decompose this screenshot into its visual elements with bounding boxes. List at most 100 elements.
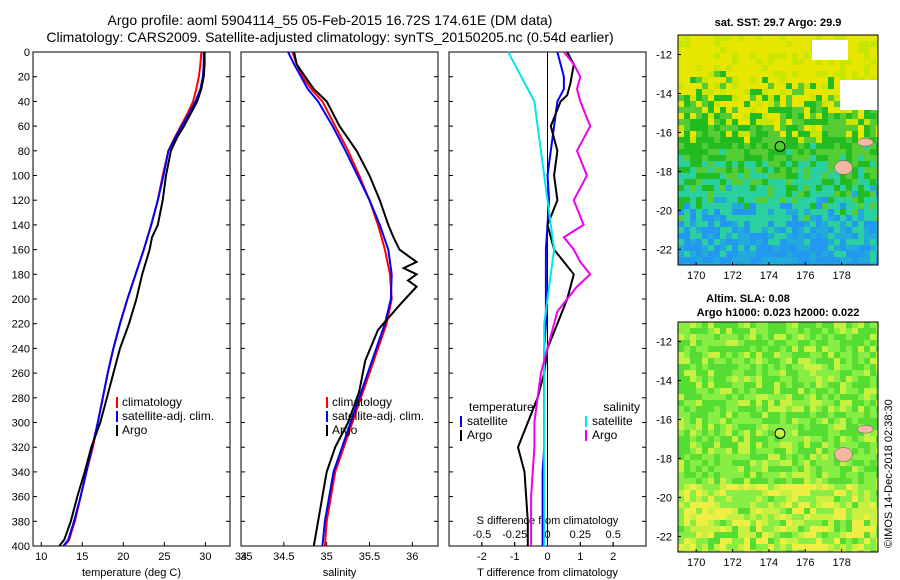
map-cell xyxy=(786,89,792,95)
map-cell xyxy=(744,454,750,460)
map-cell xyxy=(744,245,750,251)
map-cell xyxy=(846,430,852,436)
map-cell xyxy=(762,346,768,352)
map-cell xyxy=(738,47,744,53)
map-cell xyxy=(798,394,804,400)
map-cell xyxy=(702,227,708,233)
map-cell xyxy=(762,83,768,89)
map-cell xyxy=(768,472,774,478)
map-cell xyxy=(840,376,846,382)
x2-tick-label: 0.25 xyxy=(570,529,591,541)
map-cell xyxy=(870,406,876,412)
map-cell xyxy=(744,89,750,95)
map-cell xyxy=(804,484,810,490)
map-cell xyxy=(816,179,822,185)
map-cell xyxy=(828,340,834,346)
map-cell xyxy=(696,221,702,227)
map-cell xyxy=(846,221,852,227)
map-cell xyxy=(708,47,714,53)
map-cell xyxy=(714,400,720,406)
map-cell xyxy=(678,125,684,131)
map-cell xyxy=(822,221,828,227)
map-cell xyxy=(792,227,798,233)
map-cell xyxy=(816,65,822,71)
map-cell xyxy=(816,245,822,251)
map-cell xyxy=(786,191,792,197)
map-cell xyxy=(780,59,786,65)
map-cell xyxy=(708,251,714,257)
map-cell xyxy=(738,550,744,552)
map-cell xyxy=(696,113,702,119)
map-cell xyxy=(762,322,768,328)
map-cell xyxy=(750,472,756,478)
map-cell xyxy=(870,197,876,203)
map-cell xyxy=(750,191,756,197)
map-cell xyxy=(726,173,732,179)
map-cell xyxy=(828,358,834,364)
map-cell xyxy=(702,412,708,418)
map-cell xyxy=(786,322,792,328)
map-cell xyxy=(732,149,738,155)
map-cell xyxy=(798,388,804,394)
map-cell xyxy=(720,257,726,263)
map-cell xyxy=(774,382,780,388)
map-cell xyxy=(702,191,708,197)
map-cell xyxy=(684,185,690,191)
map-cell xyxy=(714,478,720,484)
map-cell xyxy=(756,47,762,53)
map-cell xyxy=(792,179,798,185)
map-cell xyxy=(690,520,696,526)
map-cell xyxy=(798,460,804,466)
map-cell xyxy=(732,161,738,167)
map-cell xyxy=(852,263,858,265)
map-cell xyxy=(834,203,840,209)
map-cell xyxy=(870,185,876,191)
map-cell xyxy=(714,358,720,364)
map-cell xyxy=(714,149,720,155)
map-cell xyxy=(726,191,732,197)
map-cell xyxy=(684,496,690,502)
map-cell xyxy=(744,149,750,155)
map-cell xyxy=(738,227,744,233)
map-cell xyxy=(732,239,738,245)
map-cell xyxy=(696,466,702,472)
map-cell xyxy=(864,490,870,496)
map-cell xyxy=(690,209,696,215)
map-cell xyxy=(774,490,780,496)
map-cell xyxy=(834,65,840,71)
map-cell xyxy=(816,436,822,442)
map-cell xyxy=(852,484,858,490)
map-cell xyxy=(696,185,702,191)
map-cell xyxy=(774,478,780,484)
map-cell xyxy=(810,454,816,460)
map-cell xyxy=(822,179,828,185)
map-cell xyxy=(744,442,750,448)
map-cell xyxy=(852,376,858,382)
map-cell xyxy=(732,41,738,47)
map-cell xyxy=(792,71,798,77)
map-cell xyxy=(858,233,864,239)
map-cell xyxy=(696,251,702,257)
map-cell xyxy=(834,215,840,221)
map-cell xyxy=(714,370,720,376)
map-cell xyxy=(702,406,708,412)
map-cell xyxy=(696,346,702,352)
map-cell xyxy=(720,538,726,544)
map-cell xyxy=(828,538,834,544)
map-cell xyxy=(816,167,822,173)
map-cell xyxy=(858,125,864,131)
map-cell xyxy=(738,173,744,179)
map-cell xyxy=(804,454,810,460)
map-cell xyxy=(696,233,702,239)
map-cell xyxy=(804,340,810,346)
map-cell xyxy=(720,496,726,502)
map-cell xyxy=(864,59,870,65)
map-cell xyxy=(714,484,720,490)
map-cell xyxy=(876,436,878,442)
map-cell xyxy=(858,388,864,394)
map-cell xyxy=(690,448,696,454)
map-cell xyxy=(720,101,726,107)
map-cell xyxy=(690,47,696,53)
map-cell xyxy=(774,215,780,221)
map-cell xyxy=(744,424,750,430)
